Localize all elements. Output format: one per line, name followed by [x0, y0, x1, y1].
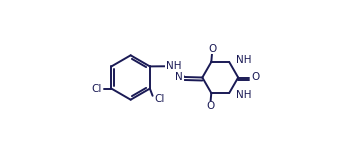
Text: Cl: Cl — [155, 94, 165, 104]
Text: NH: NH — [236, 55, 251, 65]
Text: NH: NH — [165, 61, 181, 71]
Text: Cl: Cl — [91, 84, 101, 94]
Text: O: O — [251, 73, 260, 82]
Text: O: O — [208, 44, 216, 54]
Text: O: O — [206, 101, 215, 111]
Text: N: N — [175, 73, 183, 82]
Text: NH: NH — [236, 90, 251, 100]
